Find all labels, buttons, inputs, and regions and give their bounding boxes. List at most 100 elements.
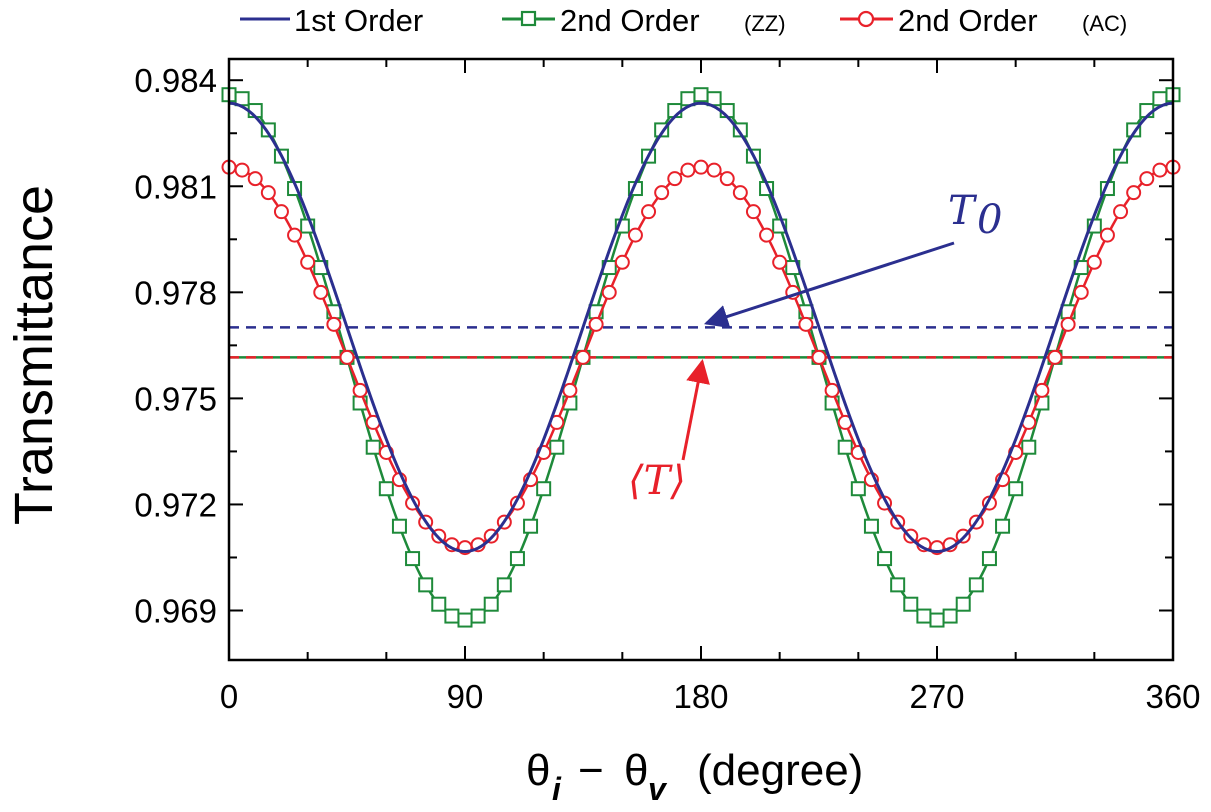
data-point-2nd-order-ac — [300, 254, 316, 270]
x-axis-title: θ i − θ v (degree) — [526, 746, 863, 807]
data-point-2nd-order-zz — [981, 551, 997, 567]
data-point-2nd-order-ac — [1060, 316, 1076, 332]
annotation-mean-t: ⟨T⟩ — [628, 359, 710, 504]
data-point-2nd-order-zz — [405, 551, 421, 567]
data-point-2nd-order-ac — [313, 284, 329, 300]
data-point-2nd-order-ac — [798, 316, 814, 332]
data-point-2nd-order-ac — [732, 185, 748, 201]
y-tick-label: 0.969 — [134, 593, 217, 630]
data-point-2nd-order-ac — [352, 382, 368, 398]
data-point-2nd-order-zz — [509, 551, 525, 567]
data-point-2nd-order-ac — [772, 254, 788, 270]
data-point-2nd-order-zz — [457, 612, 473, 628]
annotation-mean-t-arrow — [681, 359, 710, 461]
x-axis-sub-right: v — [648, 771, 668, 807]
series-line-1st-order — [228, 101, 1174, 553]
data-point-2nd-order-ac — [260, 185, 276, 201]
x-tick-label: 360 — [1145, 678, 1200, 715]
legend-suffix-zz: (ZZ) — [744, 11, 786, 36]
annotation-t0: T 0 — [703, 188, 1002, 329]
data-point-2nd-order-zz — [903, 596, 919, 612]
legend-label-2nd-order-zz: 2nd Order — [560, 3, 700, 38]
legend-marker-square — [520, 10, 537, 27]
annotation-mean-t-main: ⟨T⟩ — [628, 458, 686, 504]
data-point-2nd-order-zz — [916, 608, 932, 624]
x-tick-label: 0 — [220, 678, 238, 715]
data-point-2nd-order-zz — [942, 608, 958, 624]
data-point-2nd-order-ac — [667, 171, 683, 187]
legend-label-1st-order: 1st Order — [294, 3, 423, 38]
data-point-2nd-order-ac — [1113, 204, 1129, 220]
data-point-2nd-order-ac — [1034, 382, 1050, 398]
data-point-2nd-order-ac — [824, 382, 840, 398]
data-point-2nd-order-zz — [995, 518, 1011, 534]
data-point-2nd-order-ac — [759, 227, 775, 243]
annotation-t0-sub: 0 — [977, 197, 1002, 243]
data-point-2nd-order-zz — [536, 481, 552, 497]
data-point-2nd-order-ac — [234, 162, 250, 178]
data-point-2nd-order-zz — [496, 577, 512, 593]
data-point-2nd-order-zz — [470, 608, 486, 624]
data-point-2nd-order-ac — [575, 349, 591, 365]
data-point-2nd-order-zz — [391, 518, 407, 534]
legend-label-2nd-order-ac: 2nd Order — [898, 3, 1038, 38]
data-point-2nd-order-zz — [955, 596, 971, 612]
data-point-2nd-order-zz — [968, 577, 984, 593]
x-tick-label: 90 — [447, 678, 484, 715]
axis-tick-labels: 0 90 180 270 360 0.969 0.972 0.975 0.978 0.981 0.9… — [134, 62, 1200, 715]
reference-lines — [229, 326, 1173, 359]
x-axis-minus: − — [578, 746, 604, 795]
annotation-t0-arrow — [703, 241, 955, 329]
data-point-2nd-order-ac — [339, 349, 355, 365]
data-point-2nd-order-zz — [444, 608, 460, 624]
annotation-t0-main: T — [948, 188, 978, 234]
data-point-2nd-order-ac — [745, 204, 761, 220]
y-tick-label: 0.981 — [134, 168, 217, 205]
x-tick-label: 270 — [909, 678, 964, 715]
x-axis-unit: (degree) — [697, 746, 863, 795]
data-point-2nd-order-ac — [706, 162, 722, 178]
x-axis-theta-left: θ — [526, 746, 550, 795]
data-point-2nd-order-zz — [837, 439, 853, 455]
data-point-2nd-order-zz — [693, 87, 709, 103]
data-point-2nd-order-zz — [365, 439, 381, 455]
data-point-2nd-order-ac — [1139, 171, 1155, 187]
data-point-2nd-order-ac — [562, 382, 578, 398]
data-point-2nd-order-zz — [877, 551, 893, 567]
data-point-2nd-order-zz — [850, 481, 866, 497]
data-point-2nd-order-zz — [549, 439, 565, 455]
data-point-2nd-order-zz — [483, 596, 499, 612]
data-point-2nd-order-zz — [378, 481, 394, 497]
x-tick-label: 180 — [673, 678, 728, 715]
legend-marker-circle — [857, 10, 875, 28]
y-tick-label: 0.975 — [134, 380, 217, 417]
data-point-2nd-order-zz — [1008, 481, 1024, 497]
data-point-2nd-order-zz — [431, 596, 447, 612]
y-tick-label: 0.972 — [134, 486, 217, 523]
data-point-2nd-order-ac — [719, 171, 735, 187]
data-point-2nd-order-ac — [1126, 185, 1142, 201]
data-point-2nd-order-zz — [890, 577, 906, 593]
legend: 1st Order 2nd Order (ZZ) 2nd Order (AC) — [240, 3, 1127, 38]
data-point-2nd-order-ac — [1047, 349, 1063, 365]
series-layer — [221, 87, 1181, 628]
y-axis-title: Transmittance — [4, 185, 64, 525]
legend-suffix-ac: (AC) — [1082, 11, 1127, 36]
data-point-2nd-order-ac — [641, 204, 657, 220]
plot-frame — [227, 57, 1175, 662]
data-point-2nd-order-ac — [601, 284, 617, 300]
data-point-2nd-order-ac — [614, 254, 630, 270]
data-point-2nd-order-zz — [418, 577, 434, 593]
data-point-2nd-order-ac — [627, 227, 643, 243]
data-point-2nd-order-ac — [1073, 284, 1089, 300]
data-point-2nd-order-zz — [523, 518, 539, 534]
data-point-2nd-order-ac — [247, 171, 263, 187]
axis-ticks — [228, 59, 1174, 660]
x-axis-theta-right: θ — [624, 746, 648, 795]
x-axis-sub-left: i — [552, 771, 562, 807]
data-point-2nd-order-zz — [863, 518, 879, 534]
data-point-2nd-order-ac — [326, 316, 342, 332]
data-point-2nd-order-ac — [1086, 254, 1102, 270]
data-point-2nd-order-zz — [1021, 439, 1037, 455]
